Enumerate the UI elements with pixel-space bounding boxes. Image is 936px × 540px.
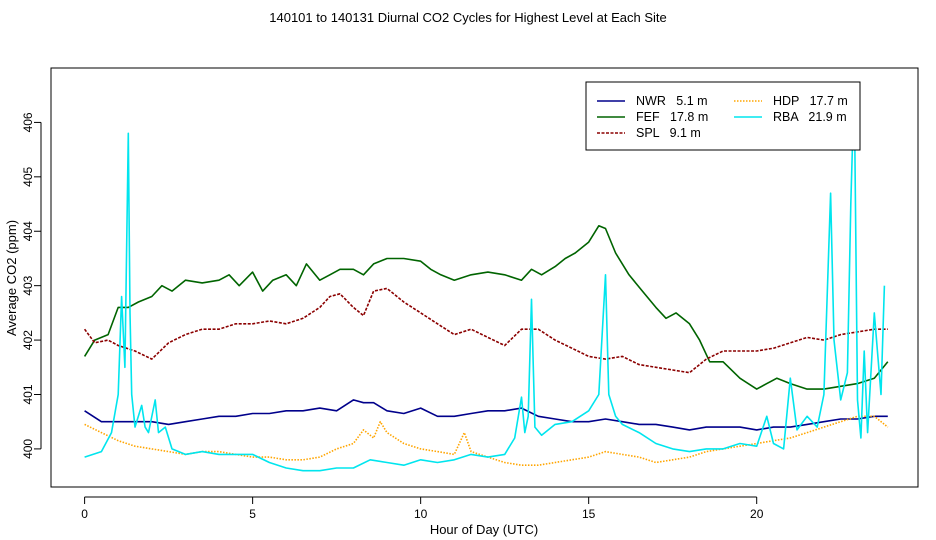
x-tick-label: 5	[249, 507, 256, 521]
y-axis: 400 401 402 403 404 405 406	[21, 112, 42, 459]
x-axis: 0 5 10 15 20	[81, 496, 764, 521]
y-tick-label: 403	[21, 275, 35, 295]
series-line-0	[84, 399, 888, 431]
legend: NWR 5.1 m FEF 17.8 m SPL 9.1 m HDP 17.7 m RB…	[585, 81, 861, 151]
x-tick-label: 0	[81, 507, 88, 521]
y-axis-label: Average CO2 (ppm)	[4, 220, 19, 336]
y-tick-label: 402	[21, 330, 35, 350]
series-line-1	[83, 225, 889, 390]
x-axis-label: Hour of Day (UTC)	[430, 522, 538, 537]
y-tick-label: 405	[21, 166, 35, 186]
y-tick-label: 400	[21, 439, 35, 459]
series-layer	[83, 83, 889, 472]
legend-label: FEF 17.8 m	[636, 110, 708, 124]
chart-title: 140101 to 140131 Diurnal CO2 Cycles for …	[269, 10, 666, 25]
legend-label: RBA 21.9 m	[773, 110, 847, 124]
x-tick-label: 20	[750, 507, 764, 521]
y-tick-label: 401	[21, 384, 35, 404]
legend-label: SPL 9.1 m	[636, 126, 701, 140]
y-tick-label: 406	[21, 112, 35, 132]
x-tick-label: 15	[582, 507, 596, 521]
legend-box	[585, 81, 861, 151]
legend-label: NWR 5.1 m	[636, 94, 708, 108]
x-tick-label: 10	[414, 507, 428, 521]
y-tick-label: 404	[21, 221, 35, 241]
series-line-2	[83, 287, 888, 374]
series-line-4	[84, 83, 886, 472]
series-line-3	[84, 415, 889, 467]
plot-frame	[50, 67, 919, 488]
legend-label: HDP 17.7 m	[773, 94, 848, 108]
